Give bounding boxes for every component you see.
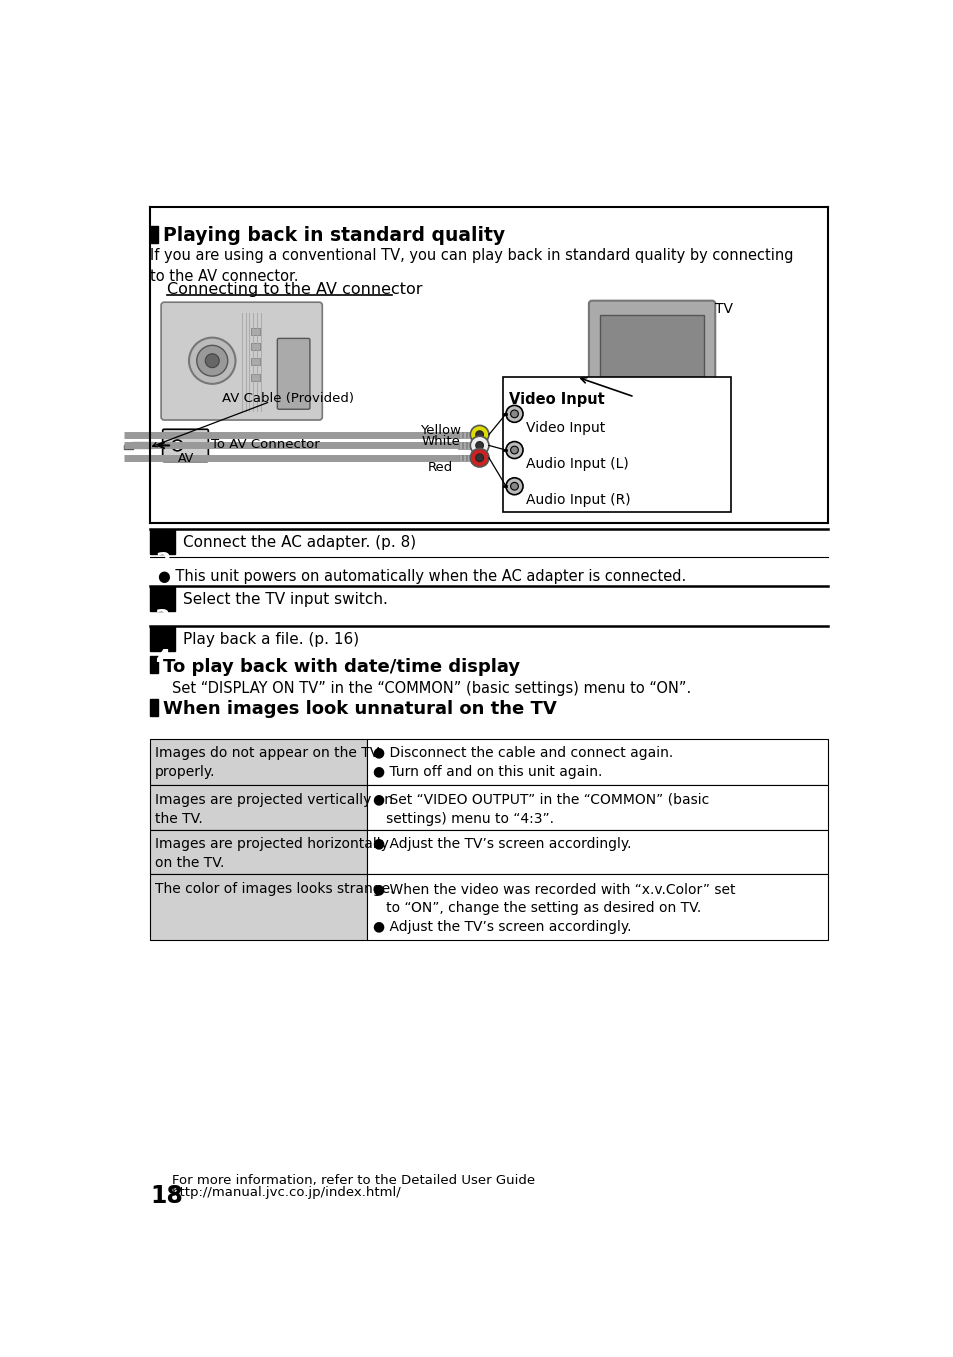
Bar: [251, 358, 260, 365]
Circle shape: [505, 441, 522, 459]
Circle shape: [510, 446, 517, 453]
Text: 3: 3: [154, 609, 171, 630]
Bar: [150, 657, 158, 673]
Bar: [251, 327, 260, 335]
Text: Images are projected vertically on
the TV.: Images are projected vertically on the T…: [154, 792, 393, 825]
Circle shape: [510, 482, 517, 490]
Text: Images are projected horizontally
on the TV.: Images are projected horizontally on the…: [154, 837, 389, 870]
Circle shape: [476, 441, 483, 449]
Bar: [473, 455, 476, 461]
Bar: [150, 531, 174, 554]
Text: Connect the AC adapter. (p. 8): Connect the AC adapter. (p. 8): [183, 535, 416, 550]
Text: Audio Input (R): Audio Input (R): [525, 493, 630, 508]
Circle shape: [205, 354, 219, 368]
Bar: [461, 455, 464, 461]
Bar: [150, 874, 367, 940]
Bar: [465, 455, 468, 461]
Circle shape: [189, 338, 235, 384]
Text: Play back a file. (p. 16): Play back a file. (p. 16): [183, 632, 358, 647]
Bar: [150, 627, 174, 651]
Text: ● Set “VIDEO OUTPUT” in the “COMMON” (basic
   settings) menu to “4:3”.: ● Set “VIDEO OUTPUT” in the “COMMON” (ba…: [373, 792, 709, 825]
Text: Select the TV input switch.: Select the TV input switch.: [183, 592, 387, 607]
Text: 2: 2: [154, 552, 171, 573]
Bar: [469, 455, 472, 461]
Text: Yellow: Yellow: [420, 423, 461, 437]
Bar: [461, 432, 464, 438]
FancyBboxPatch shape: [588, 301, 715, 388]
Circle shape: [196, 345, 228, 376]
Text: To play back with date/time display: To play back with date/time display: [163, 658, 520, 676]
Bar: [132, 442, 153, 448]
Text: When images look unnatural on the TV: When images look unnatural on the TV: [163, 700, 557, 718]
Bar: [457, 432, 479, 438]
Circle shape: [172, 440, 183, 451]
Text: Video Input: Video Input: [509, 392, 604, 407]
Bar: [465, 432, 468, 438]
FancyBboxPatch shape: [161, 303, 322, 421]
Bar: [251, 373, 260, 381]
Text: Connecting to the AV connector: Connecting to the AV connector: [167, 282, 422, 297]
Text: Red: Red: [428, 461, 453, 474]
Bar: [473, 432, 476, 438]
Bar: [599, 315, 703, 377]
Text: Images do not appear on the TV
properly.: Images do not appear on the TV properly.: [154, 746, 378, 779]
Text: ● This unit powers on automatically when the AC adapter is connected.: ● This unit powers on automatically when…: [158, 569, 685, 584]
Bar: [457, 442, 459, 449]
Text: http://manual.jvc.co.jp/index.html/: http://manual.jvc.co.jp/index.html/: [172, 1186, 401, 1200]
Text: ● Adjust the TV’s screen accordingly.: ● Adjust the TV’s screen accordingly.: [373, 837, 631, 851]
Bar: [457, 455, 459, 461]
Bar: [251, 343, 260, 350]
Bar: [150, 227, 158, 243]
Bar: [124, 445, 133, 449]
Text: TV: TV: [715, 303, 733, 316]
FancyBboxPatch shape: [162, 429, 208, 461]
Bar: [641, 384, 660, 395]
Bar: [465, 442, 468, 449]
Text: White: White: [421, 434, 460, 448]
Circle shape: [470, 425, 488, 444]
Text: Video Input: Video Input: [525, 421, 605, 434]
Bar: [150, 738, 367, 784]
Bar: [367, 829, 827, 874]
Circle shape: [470, 436, 488, 455]
Bar: [461, 442, 464, 449]
Text: AV: AV: [177, 452, 193, 465]
Bar: [457, 442, 479, 449]
Bar: [150, 699, 158, 715]
Circle shape: [476, 453, 483, 461]
Text: ● When the video was recorded with “x.v.Color” set
   to “ON”, change the settin: ● When the video was recorded with “x.v.…: [373, 882, 735, 934]
Circle shape: [505, 406, 522, 422]
Text: To AV Connector: To AV Connector: [212, 438, 320, 452]
Text: Audio Input (L): Audio Input (L): [525, 457, 628, 471]
Text: The color of images looks strange.: The color of images looks strange.: [154, 882, 394, 896]
Text: Playing back in standard quality: Playing back in standard quality: [163, 227, 505, 246]
Bar: [502, 377, 731, 512]
Text: AV Cable (Provided): AV Cable (Provided): [222, 392, 354, 406]
Bar: [634, 394, 668, 396]
Bar: [457, 455, 479, 461]
Bar: [469, 432, 472, 438]
FancyBboxPatch shape: [277, 338, 310, 410]
Bar: [150, 829, 367, 874]
Text: If you are using a conventional TV, you can play back in standard quality by con: If you are using a conventional TV, you …: [150, 247, 793, 284]
Circle shape: [505, 478, 522, 495]
Text: 4: 4: [154, 650, 171, 669]
Circle shape: [510, 410, 517, 418]
Bar: [150, 588, 174, 611]
Bar: [473, 442, 476, 449]
Text: For more information, refer to the Detailed User Guide: For more information, refer to the Detai…: [172, 1174, 535, 1187]
Text: ● Disconnect the cable and connect again.
● Turn off and on this unit again.: ● Disconnect the cable and connect again…: [373, 746, 673, 779]
Bar: [367, 784, 827, 829]
Bar: [150, 784, 367, 829]
Bar: [457, 432, 459, 438]
Circle shape: [476, 430, 483, 438]
Text: 18: 18: [150, 1183, 183, 1208]
Bar: [367, 874, 827, 940]
Bar: [469, 442, 472, 449]
Bar: [367, 738, 827, 784]
Text: Set “DISPLAY ON TV” in the “COMMON” (basic settings) menu to “ON”.: Set “DISPLAY ON TV” in the “COMMON” (bas…: [172, 681, 691, 696]
Circle shape: [470, 449, 488, 467]
